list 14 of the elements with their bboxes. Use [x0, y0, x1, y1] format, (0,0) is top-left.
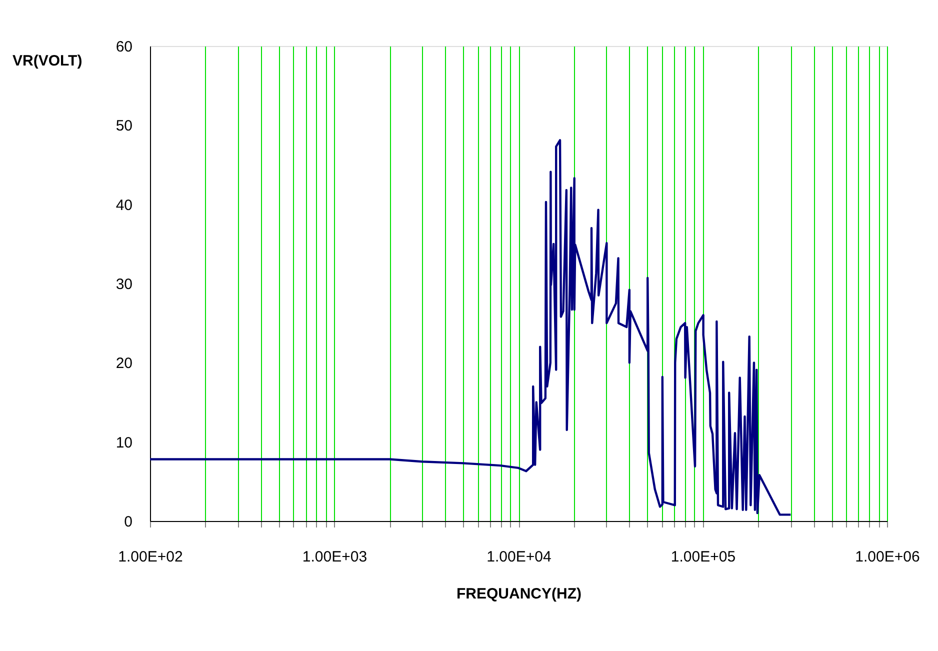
- y-axis-title: VR(VOLT): [12, 52, 82, 70]
- y-tick-label: 0: [124, 514, 132, 530]
- x-tick-label: 1.00E+05: [670, 548, 736, 566]
- y-tick-label: 60: [116, 38, 132, 56]
- y-tick-label: 50: [116, 118, 132, 135]
- x-tick-label: 1.00E+02: [118, 548, 183, 566]
- x-tick-label: 1.00E+06: [855, 548, 920, 566]
- x-axis-title: FREQUANCY(HZ): [456, 586, 582, 602]
- y-tick-label: 40: [116, 196, 132, 214]
- y-tick-label: 10: [116, 434, 132, 452]
- y-tick-label: 20: [116, 355, 132, 372]
- y-tick-label: 30: [116, 276, 132, 293]
- x-tick-label: 1.00E+03: [302, 548, 368, 566]
- x-tick-label: 1.00E+04: [486, 548, 552, 566]
